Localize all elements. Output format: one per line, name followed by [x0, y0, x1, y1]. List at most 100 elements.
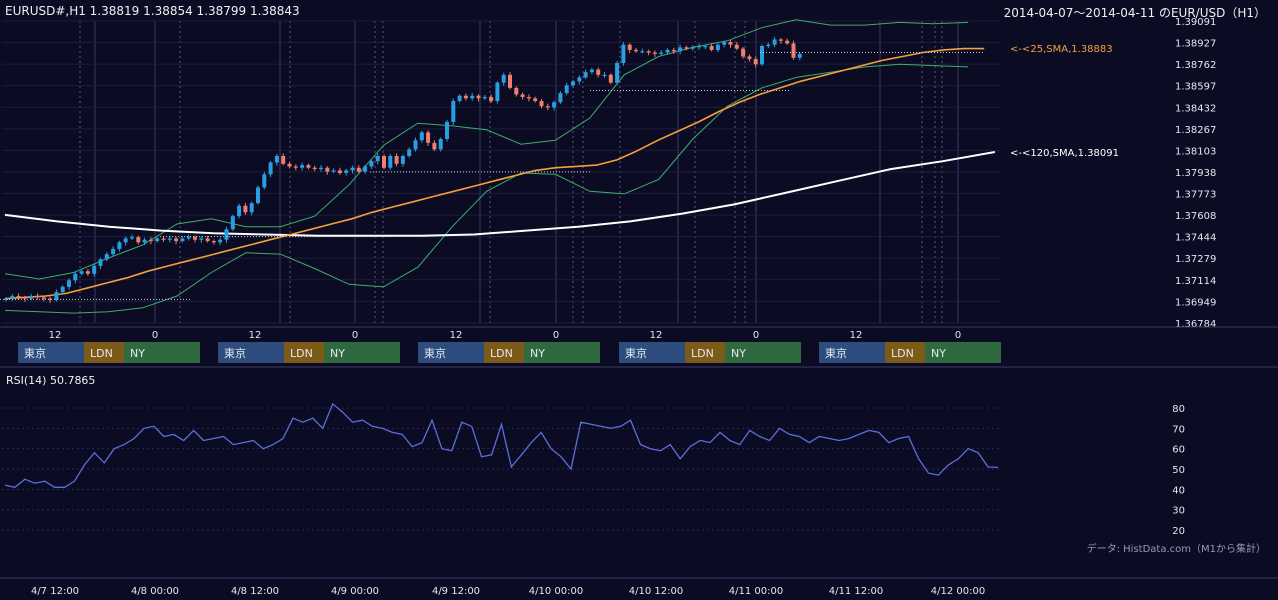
price-tick-label: 1.39091 [1175, 17, 1216, 28]
candle-body [753, 59, 758, 65]
session-label: NY [731, 347, 746, 360]
candle-body [356, 167, 361, 172]
candle-body [438, 138, 443, 150]
candle-body [703, 46, 708, 48]
session-block-tokyo [18, 342, 84, 363]
price-tick-label: 1.37114 [1175, 276, 1216, 287]
candle-body [419, 132, 424, 141]
data-credit: データ: HistData.com（M1から集計） [1086, 544, 1266, 555]
candle-body [457, 95, 462, 101]
price-tick-label: 1.38267 [1175, 125, 1216, 136]
session-label: NY [130, 347, 145, 360]
candle-body [29, 296, 34, 299]
candle-body [41, 297, 46, 299]
bollinger-lower-line [4, 63, 969, 314]
candle-body [583, 72, 588, 78]
hour-tick-label: 0 [553, 330, 559, 341]
candle-body [312, 167, 317, 170]
rsi-tick-label: 40 [1172, 485, 1185, 496]
rsi-tick-label: 20 [1172, 526, 1185, 537]
candle-body [571, 81, 575, 86]
candle-body [407, 149, 412, 156]
date-tick-label: 4/9 12:00 [432, 586, 480, 597]
price-tick-label: 1.37608 [1175, 211, 1216, 222]
candle-body [489, 97, 494, 101]
price-tick-label: 1.37279 [1175, 254, 1216, 265]
session-label: NY [530, 347, 545, 360]
session-block-london [284, 342, 324, 363]
rsi-tick-label: 50 [1172, 465, 1185, 476]
candle-body [142, 239, 147, 243]
candle-body [117, 242, 122, 249]
price-tick-label: 1.36949 [1175, 297, 1216, 308]
candle-body [98, 259, 103, 266]
candle-body [482, 97, 487, 99]
candle-body [734, 44, 739, 49]
rsi-tick-label: 80 [1172, 404, 1185, 415]
candle-body [671, 49, 676, 52]
candle-body [350, 167, 355, 171]
session-block-london [685, 342, 725, 363]
candle-body [249, 203, 254, 213]
candle-body [640, 51, 645, 53]
session-block-tokyo [619, 342, 685, 363]
candle-body [67, 280, 71, 287]
candle-body [722, 42, 727, 45]
price-chart[interactable]: 1.39091 1.38927 1.38762 1.38597 1.38432 1.382… [0, 17, 1278, 341]
candle-body [514, 87, 519, 95]
candle-body [300, 165, 305, 168]
rsi-line [4, 402, 999, 488]
chart-range-title: 2014-04-07～2014-04-11 のEUR/USD（H1） [1003, 6, 1266, 20]
candle-body [274, 155, 279, 163]
candle-body [211, 241, 216, 243]
price-tick-label: 1.38927 [1175, 38, 1216, 49]
date-tick-label: 4/12 00:00 [931, 586, 985, 597]
date-tick-label: 4/8 00:00 [131, 586, 179, 597]
candle-body [186, 237, 191, 239]
hour-tick-label: 12 [49, 330, 62, 341]
hour-tick-label: 0 [352, 330, 358, 341]
session-block-newyork [725, 342, 801, 363]
candle-body [728, 42, 733, 45]
session-label: NY [931, 347, 946, 360]
date-tick-label: 4/9 00:00 [331, 586, 379, 597]
candle-body [451, 100, 456, 122]
candle-body [344, 170, 349, 173]
candle-body [760, 46, 764, 65]
candle-body [508, 74, 512, 88]
candle-body [92, 265, 97, 274]
symbol-ohlc-readout: EURUSD#,H1 1.38819 1.38854 1.38799 1.388… [5, 4, 300, 18]
price-tick-label: 1.37938 [1175, 168, 1216, 179]
candle-body [337, 170, 342, 173]
candle-body [174, 238, 179, 242]
candle-body [646, 51, 651, 53]
hour-tick-label: 12 [850, 330, 863, 341]
candle-body [665, 49, 670, 53]
candle-body [10, 296, 15, 299]
date-tick-label: 4/11 00:00 [729, 586, 783, 597]
candle-body [400, 155, 405, 164]
rsi-chart[interactable]: 80 70 60 50 40 30 20 4/7 12:00 4/8 00:00 4/8 12:0… [0, 402, 1278, 597]
price-tick-label: 1.38597 [1175, 82, 1216, 93]
candle-body [785, 40, 790, 44]
candle-body [526, 97, 531, 99]
candle-body [243, 205, 248, 213]
date-tick-label: 4/11 12:00 [829, 586, 883, 597]
price-tick-label: 1.38432 [1175, 103, 1216, 114]
candle-body [148, 239, 153, 242]
candle-body [268, 162, 273, 175]
session-bar: 東京 LDN NY 東京 LDN NY 東京 LDN NY 東京 LDN NY 東京 LDN NY [0, 342, 1278, 368]
candle-body [224, 229, 229, 240]
candle-body [766, 44, 771, 47]
candle-body [608, 74, 613, 83]
candle-body [558, 93, 563, 103]
candle-body [697, 46, 701, 48]
candle-body [495, 82, 500, 101]
session-label: 東京 [24, 346, 46, 360]
candle-body [218, 239, 223, 243]
session-block-london [84, 342, 124, 363]
candle-body [520, 94, 525, 98]
candle-body [621, 44, 626, 64]
session-block-newyork [524, 342, 600, 363]
